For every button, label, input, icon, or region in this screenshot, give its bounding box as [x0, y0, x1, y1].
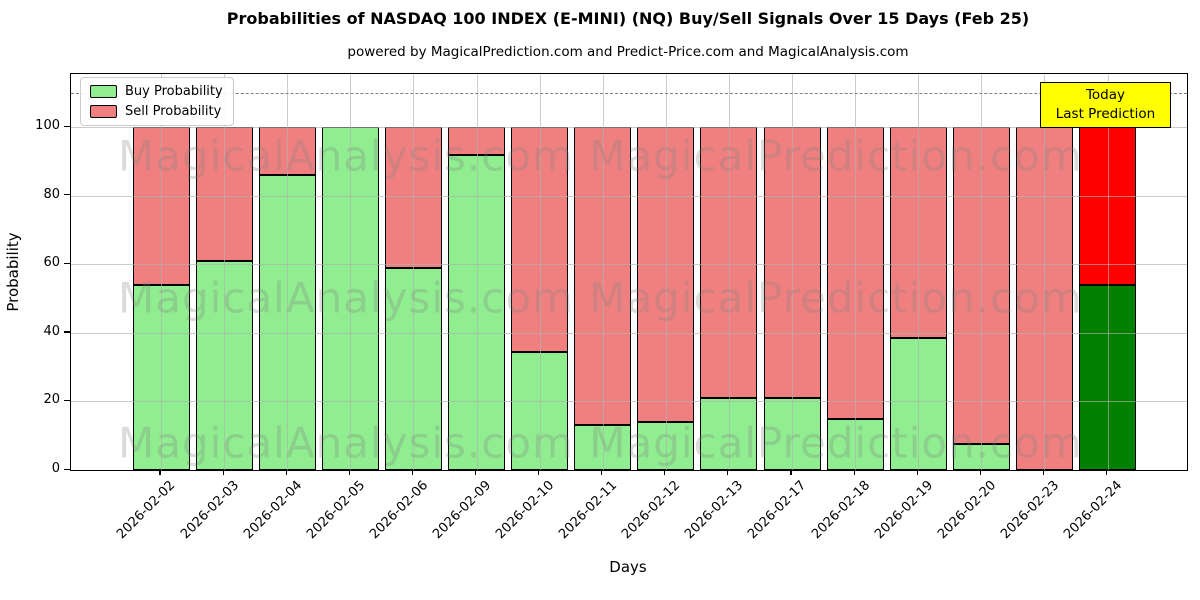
gridline-x-2026-02-09 — [476, 74, 478, 470]
gridline-x-2026-02-03 — [224, 74, 226, 470]
xtick-label-2026-02-12: 2026-02-12 — [619, 478, 684, 543]
gridline-y-80 — [71, 195, 1187, 197]
watermark-text: MagicalPrediction.com — [589, 131, 1083, 181]
gridline-x-2026-02-20 — [981, 74, 983, 470]
xtick-label-2026-02-17: 2026-02-17 — [745, 478, 810, 543]
xtick-label-2026-02-24: 2026-02-24 — [1061, 478, 1126, 543]
xtick-mark — [285, 470, 287, 475]
xtick-label-2026-02-06: 2026-02-06 — [366, 478, 432, 543]
legend-item-0: Buy Probability — [90, 84, 223, 99]
watermark-text: MagicalPrediction.com — [589, 273, 1083, 323]
xtick-mark — [411, 470, 413, 475]
gridline-x-2026-02-10 — [539, 74, 541, 470]
gridline-y-40 — [71, 332, 1187, 334]
legend-swatch-icon — [90, 105, 117, 118]
xtick-mark — [664, 470, 666, 475]
today-annotation-line2: Last Prediction — [1055, 105, 1156, 122]
gridline-x-2026-02-04 — [287, 74, 289, 470]
threshold-dashed-line — [71, 92, 1187, 94]
gridline-y-100 — [71, 127, 1187, 129]
xtick-mark — [790, 470, 792, 475]
xtick-mark — [222, 470, 224, 475]
ytick-label-80: 80 — [43, 186, 60, 202]
chart-subtitle: powered by MagicalPrediction.com and Pre… — [347, 44, 909, 60]
xtick-label-2026-02-05: 2026-02-05 — [303, 478, 368, 543]
xtick-label-2026-02-03: 2026-02-03 — [177, 478, 242, 543]
today-annotation-line1: Today — [1085, 87, 1126, 103]
xtick-label-2026-02-20: 2026-02-20 — [934, 478, 999, 543]
ytick-mark — [64, 331, 70, 333]
xtick-mark — [348, 470, 350, 475]
xtick-mark — [474, 470, 477, 475]
xtick-label-2026-02-09: 2026-02-09 — [430, 478, 495, 543]
gridline-x-2026-02-17 — [792, 74, 793, 470]
xtick-label-2026-02-19: 2026-02-19 — [871, 478, 936, 543]
xtick-mark — [1042, 470, 1044, 475]
gridline-x-2026-02-11 — [602, 74, 604, 470]
gridline-x-2026-02-19 — [918, 74, 920, 470]
xtick-label-2026-02-02: 2026-02-02 — [114, 478, 179, 543]
xtick-mark — [916, 470, 918, 475]
gridline-x-2026-02-02 — [161, 74, 162, 470]
ytick-label-40: 40 — [43, 323, 60, 339]
legend-item-1: Sell Probability — [90, 104, 223, 119]
gridline-x-2026-02-05 — [350, 74, 352, 470]
gridline-y-20 — [71, 401, 1187, 403]
ytick-label-60: 60 — [43, 255, 60, 271]
ytick-mark — [64, 262, 70, 264]
xtick-label-2026-02-18: 2026-02-18 — [808, 478, 873, 543]
legend-swatch-icon — [90, 85, 117, 98]
xtick-label-2026-02-11: 2026-02-11 — [556, 478, 621, 543]
gridline-x-2026-02-23 — [1044, 74, 1046, 470]
xtick-label-2026-02-04: 2026-02-04 — [240, 478, 305, 543]
xtick-mark — [601, 470, 603, 475]
gridline-x-2026-02-13 — [728, 74, 730, 470]
ytick-mark — [64, 125, 70, 127]
grid-layer — [71, 74, 1187, 470]
chart-title: Probabilities of NASDAQ 100 INDEX (E-MIN… — [226, 9, 1030, 28]
legend-label: Sell Probability — [125, 104, 222, 119]
watermark-layer: MagicalAnalysis.com MagicalPrediction.com… — [71, 74, 1187, 470]
plot-area: MagicalAnalysis.com MagicalPrediction.com… — [70, 73, 1188, 471]
xtick-mark — [727, 470, 729, 475]
x-axis-title: Days — [609, 558, 647, 576]
legend-label: Buy Probability — [125, 84, 223, 99]
xtick-mark — [159, 470, 161, 475]
legend: Buy Probability Sell Probability — [80, 77, 234, 126]
xtick-label-2026-02-23: 2026-02-23 — [997, 478, 1063, 543]
ytick-mark — [64, 194, 70, 196]
watermark-text: MagicalAnalysis.com — [118, 273, 574, 323]
xtick-label-2026-02-13: 2026-02-13 — [682, 478, 747, 543]
xtick-mark — [853, 470, 855, 475]
xtick-label-2026-02-10: 2026-02-10 — [493, 478, 558, 543]
ytick-mark — [64, 399, 70, 402]
watermark-text: MagicalAnalysis.com — [118, 131, 574, 181]
gridline-x-2026-02-12 — [665, 74, 667, 470]
gridline-x-2026-02-06 — [413, 74, 415, 470]
ytick-label-20: 20 — [43, 392, 60, 408]
gridline-x-2026-02-24 — [1107, 74, 1109, 470]
xtick-mark — [1105, 470, 1108, 475]
watermark-text: MagicalPrediction.com — [589, 418, 1083, 468]
gridline-y-60 — [71, 264, 1187, 266]
xtick-mark — [979, 470, 981, 475]
ytick-mark — [64, 468, 70, 470]
xtick-mark — [538, 470, 540, 475]
gridline-x-2026-02-18 — [855, 74, 857, 470]
ytick-label-100: 100 — [35, 118, 60, 134]
today-annotation: Today Last Prediction — [1040, 82, 1171, 128]
watermark-text: MagicalAnalysis.com — [118, 418, 574, 468]
ytick-label-0: 0 — [51, 461, 60, 476]
